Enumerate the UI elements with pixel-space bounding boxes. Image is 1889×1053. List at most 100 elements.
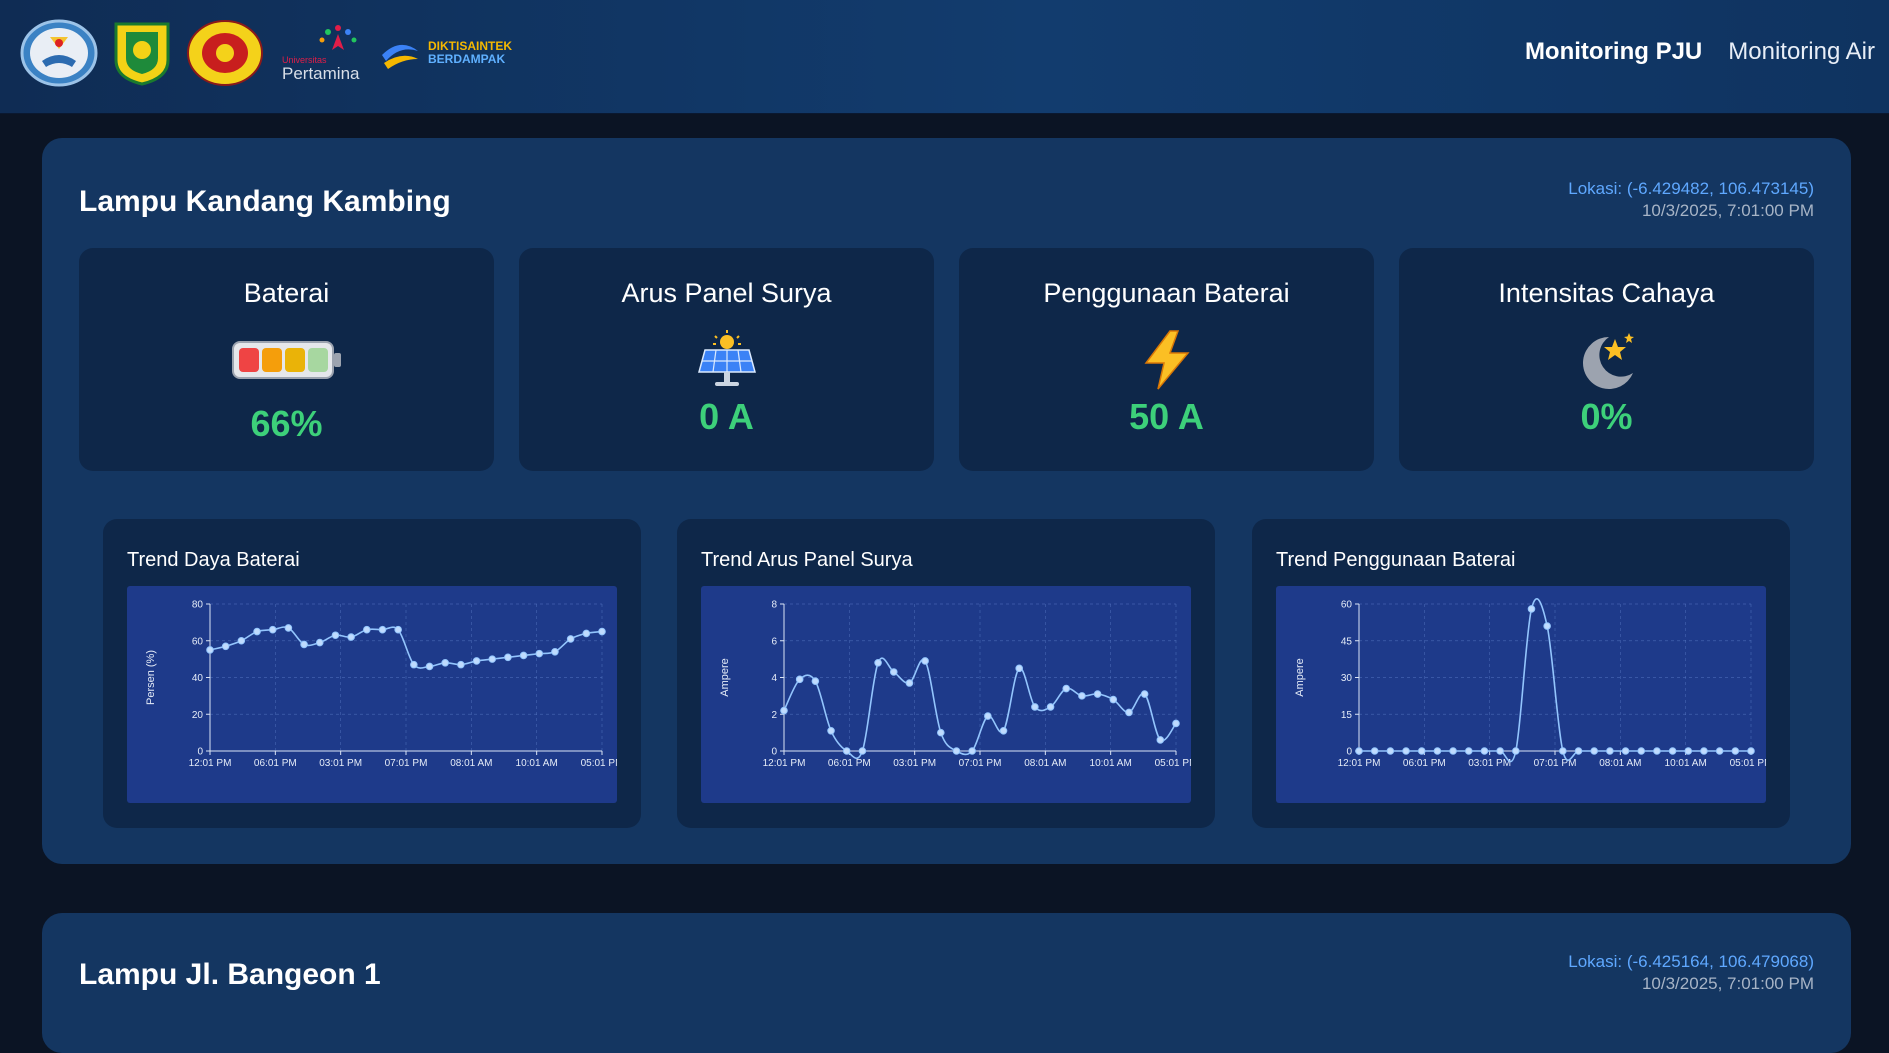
data-point — [1093, 690, 1102, 698]
nav-monitoring-air[interactable]: Monitoring Air — [1728, 38, 1875, 65]
x-tick-label: 12:01 PM — [189, 758, 232, 769]
university-seal-logo — [186, 19, 264, 87]
x-tick-label: 03:01 PM — [1468, 758, 1511, 769]
y-tick-label: 0 — [1346, 747, 1352, 758]
data-point — [874, 659, 882, 667]
data-point — [1109, 695, 1118, 704]
y-tick-label: 2 — [771, 710, 777, 721]
x-tick-label: 05:01 PM — [581, 758, 617, 769]
data-point — [1684, 747, 1693, 755]
y-tick-label: 40 — [192, 673, 204, 684]
data-point — [1062, 684, 1071, 693]
nav-monitoring-pju[interactable]: Monitoring PJU — [1524, 38, 1703, 65]
x-tick-label: 07:01 PM — [1534, 758, 1577, 769]
data-point — [1015, 664, 1024, 673]
data-point — [535, 649, 544, 658]
data-point — [363, 625, 371, 634]
data-point — [1449, 747, 1457, 755]
pertamina-text: Pertamina — [282, 64, 360, 83]
stat-label: Baterai — [243, 278, 330, 308]
y-tick-label: 4 — [771, 673, 777, 684]
moon-star-icon — [1399, 328, 1814, 392]
x-tick-label: 06:01 PM — [828, 758, 871, 769]
data-point — [1031, 703, 1039, 711]
data-point — [441, 659, 450, 667]
data-point — [284, 624, 293, 632]
kabupaten-bogor-logo — [112, 20, 172, 86]
data-point — [1621, 747, 1630, 755]
battery-usage-line-chart: 0 15 30 45 60 12:01 PM 06:01 PM 03:01 PM 07:01 P… — [1276, 586, 1766, 803]
station-title: Lampu Kandang Kambing — [79, 185, 451, 218]
top-header: Universitas Pertamina DIKTISAINTEK BERDA… — [0, 0, 1889, 114]
data-point — [1606, 747, 1614, 755]
data-point — [827, 726, 835, 735]
y-axis-label: Ampere — [719, 658, 731, 697]
data-point — [519, 651, 528, 660]
diktisaintek-berdampak-logo: DIKTISAINTEK BERDAMPAK — [378, 33, 512, 73]
stat-label: Arus Panel Surya — [621, 278, 832, 308]
data-point — [237, 636, 246, 645]
data-point — [472, 657, 481, 665]
x-tick-label: 10:01 AM — [1090, 758, 1132, 769]
data-point — [347, 633, 355, 641]
data-point — [425, 662, 434, 671]
y-tick-label: 30 — [1341, 673, 1353, 684]
x-tick-label: 06:01 PM — [1403, 758, 1446, 769]
data-point — [394, 625, 402, 634]
data-point — [999, 726, 1008, 735]
y-tick-label: 60 — [192, 636, 204, 647]
logo-bar: Universitas Pertamina DIKTISAINTEK BERDA… — [20, 18, 512, 88]
data-point — [1559, 747, 1567, 755]
data-point — [566, 635, 575, 643]
data-point — [598, 627, 606, 636]
data-point — [221, 642, 230, 651]
data-point — [1433, 747, 1442, 755]
data-point — [1668, 747, 1677, 755]
data-point — [858, 747, 867, 755]
data-point — [952, 747, 961, 755]
data-point — [1747, 747, 1755, 755]
data-point — [1512, 747, 1520, 755]
station-card: Lampu Kandang Kambing Lokasi: (-6.429482… — [42, 138, 1851, 864]
stat-label: Intensitas Cahaya — [1498, 278, 1715, 308]
x-tick-label: 10:01 AM — [1665, 758, 1707, 769]
stat-value: 0% — [1580, 396, 1633, 437]
x-tick-label: 07:01 PM — [385, 758, 428, 769]
data-point — [410, 660, 418, 669]
y-tick-label: 0 — [197, 747, 203, 758]
data-point — [1172, 719, 1180, 728]
data-point — [253, 627, 261, 636]
data-point — [331, 631, 340, 640]
x-tick-label: 12:01 PM — [763, 758, 806, 769]
x-tick-label: 08:01 AM — [1599, 758, 1641, 769]
data-point — [582, 629, 591, 638]
data-point — [1527, 605, 1536, 613]
y-tick-label: 0 — [771, 747, 777, 758]
chart-title: Trend Arus Panel Surya — [701, 549, 913, 571]
data-point — [984, 712, 992, 720]
data-point — [1700, 747, 1708, 755]
battery-icon — [79, 328, 494, 392]
last-updated-time: 10/3/2025, 7:01:00 PM — [1641, 974, 1814, 993]
last-updated-time: 10/3/2025, 7:01:00 PM — [1641, 201, 1814, 220]
y-tick-label: 8 — [771, 600, 777, 611]
x-tick-label: 10:01 AM — [516, 758, 558, 769]
data-point — [268, 625, 277, 634]
data-point — [1590, 747, 1599, 755]
x-tick-label: 08:01 AM — [450, 758, 492, 769]
solar-panel-icon — [519, 328, 934, 392]
solar-current-line-chart: 0 2 4 6 8 12:01 PM 06:01 PM 03:01 PM 07:01 PM 08:… — [701, 586, 1191, 803]
x-tick-label: 08:01 AM — [1024, 758, 1066, 769]
main-nav: Monitoring PJU Monitoring Air — [1525, 38, 1875, 66]
y-tick-label: 20 — [192, 710, 204, 721]
chart-title: Trend Penggunaan Baterai — [1276, 549, 1516, 571]
stat-value: 0 A — [699, 396, 754, 437]
x-tick-label: 12:01 PM — [1338, 758, 1381, 769]
data-point — [457, 660, 465, 669]
data-point — [1637, 747, 1646, 755]
y-tick-label: 6 — [771, 636, 777, 647]
plot-background — [127, 586, 617, 803]
kemendikbud-logo — [20, 19, 98, 87]
plot-background — [701, 586, 1191, 803]
data-point — [1574, 747, 1583, 755]
